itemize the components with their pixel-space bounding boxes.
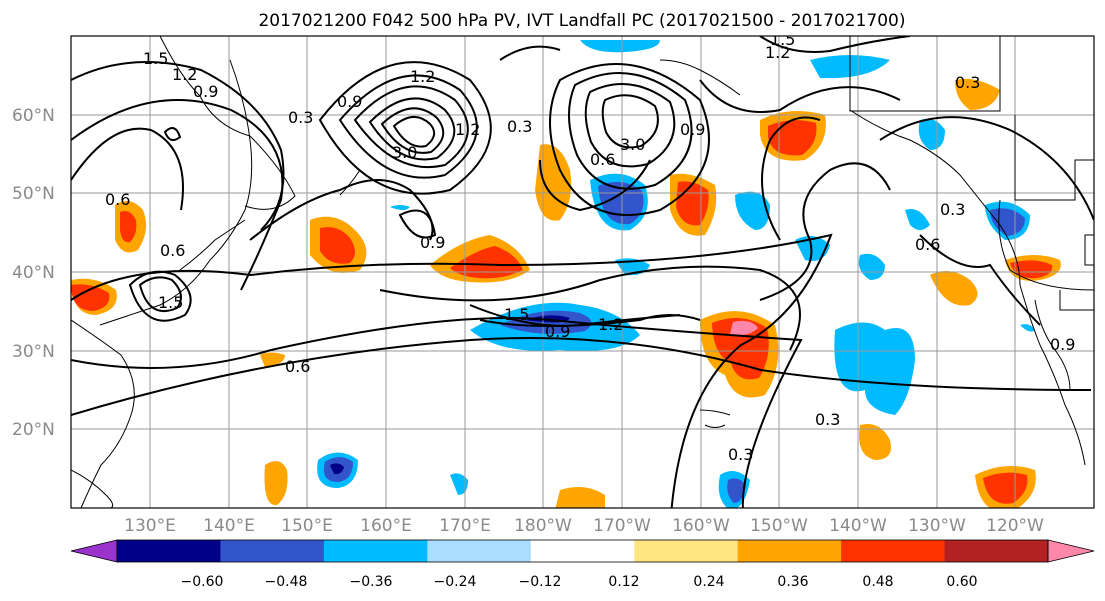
lon-label: 140°E [203,516,255,536]
contour-label: 3.0 [620,135,645,154]
lon-label: 130°E [124,516,176,536]
colorbar-tick-label: 0.24 [693,574,724,590]
contour-label: 1.2 [410,67,435,86]
colorbar-tick-label: 0.60 [946,574,977,590]
colorbar-extend-min [70,539,118,563]
lon-label: 160°W [672,516,730,536]
lon-label: 130°W [908,516,966,536]
colorbar-tick-labels: −0.60 −0.48 −0.36 −0.24 −0.12 0.12 0.24 … [181,574,978,590]
contour-label: 0.9 [337,92,362,111]
colorbar-segment [944,540,1049,562]
contour-label: 0.9 [545,322,570,341]
lon-label: 170°E [439,516,491,536]
colorbar-tick-label: −0.36 [350,574,393,590]
contour-label: 0.3 [815,410,840,429]
contour-label: 1.2 [172,65,197,84]
colorbar-segment [117,540,221,562]
colorbar-segment [323,540,428,562]
contour-label: 0.9 [1050,335,1075,354]
colorbar-tick-label: −0.24 [434,574,477,590]
longitude-labels: 130°E 140°E 150°E 160°E 170°E 180°W 170°… [124,516,1044,536]
contour-label: 0.3 [955,73,980,92]
colorbar-tick-label: −0.60 [181,574,224,590]
contour-label: 1.2 [765,43,790,62]
lon-label: 150°W [750,516,808,536]
pv-contours [71,36,1094,508]
colorbar-segment [841,540,946,562]
ivt-shading [71,40,1061,508]
lon-label: 170°W [593,516,651,536]
colorbar-extend-max [1047,539,1095,563]
map-frame [70,35,1095,509]
lon-label: 160°E [360,516,412,536]
lon-label: 140°W [829,516,887,536]
contour-label: 0.6 [105,190,130,209]
contour-label: 1.2 [455,120,480,139]
colorbar-segment [427,540,532,562]
contour-label: 0.6 [160,241,185,260]
colorbar-tick-label: 0.36 [777,574,808,590]
contour-label: 1.5 [158,293,183,312]
contour-label: 0.6 [915,235,940,254]
contour-label: 0.9 [193,82,218,101]
contour-label: 3.0 [392,143,417,162]
lat-label: 50°N [12,184,55,204]
colorbar-tick-label: 0.48 [862,574,893,590]
latitude-labels: 60°N 50°N 40°N 30°N 20°N [12,106,55,440]
contour-labels: 1.5 1.2 0.9 0.3 0.6 1.2 0.9 3.0 0.3 3.0 … [105,30,1075,464]
contour-label: 1.5 [143,49,168,68]
contour-label: 1.2 [598,315,623,334]
colorbar [70,539,1095,563]
contour-label: 0.3 [940,200,965,219]
contour-label: 0.3 [288,108,313,127]
figure-title: 2017021200 F042 500 hPa PV, IVT Landfall… [258,11,905,31]
contour-label: 0.3 [728,445,753,464]
colorbar-segment [530,540,635,562]
lon-label: 150°E [281,516,333,536]
lon-label: 120°W [986,516,1044,536]
colorbar-segment [220,540,325,562]
colorbar-tick-label: 0.12 [608,574,639,590]
colorbar-tick-label: −0.12 [519,574,562,590]
contour-label: 1.5 [770,30,795,49]
colorbar-tick-label: −0.48 [265,574,308,590]
contour-label: 0.9 [680,120,705,139]
contour-label: 0.3 [507,117,532,136]
lon-label: 180°W [514,516,572,536]
colorbar-segment [737,540,842,562]
contour-label: 0.9 [420,233,445,252]
lat-label: 30°N [12,342,55,362]
contour-label: 1.5 [504,305,529,324]
coastlines [71,36,1094,508]
contour-label: 0.6 [590,150,615,169]
lat-label: 20°N [12,420,55,440]
lat-label: 40°N [12,263,55,283]
lat-label: 60°N [12,106,55,126]
colorbar-outline [116,539,1049,563]
colorbar-segment [634,540,739,562]
contour-label: 0.6 [285,357,310,376]
